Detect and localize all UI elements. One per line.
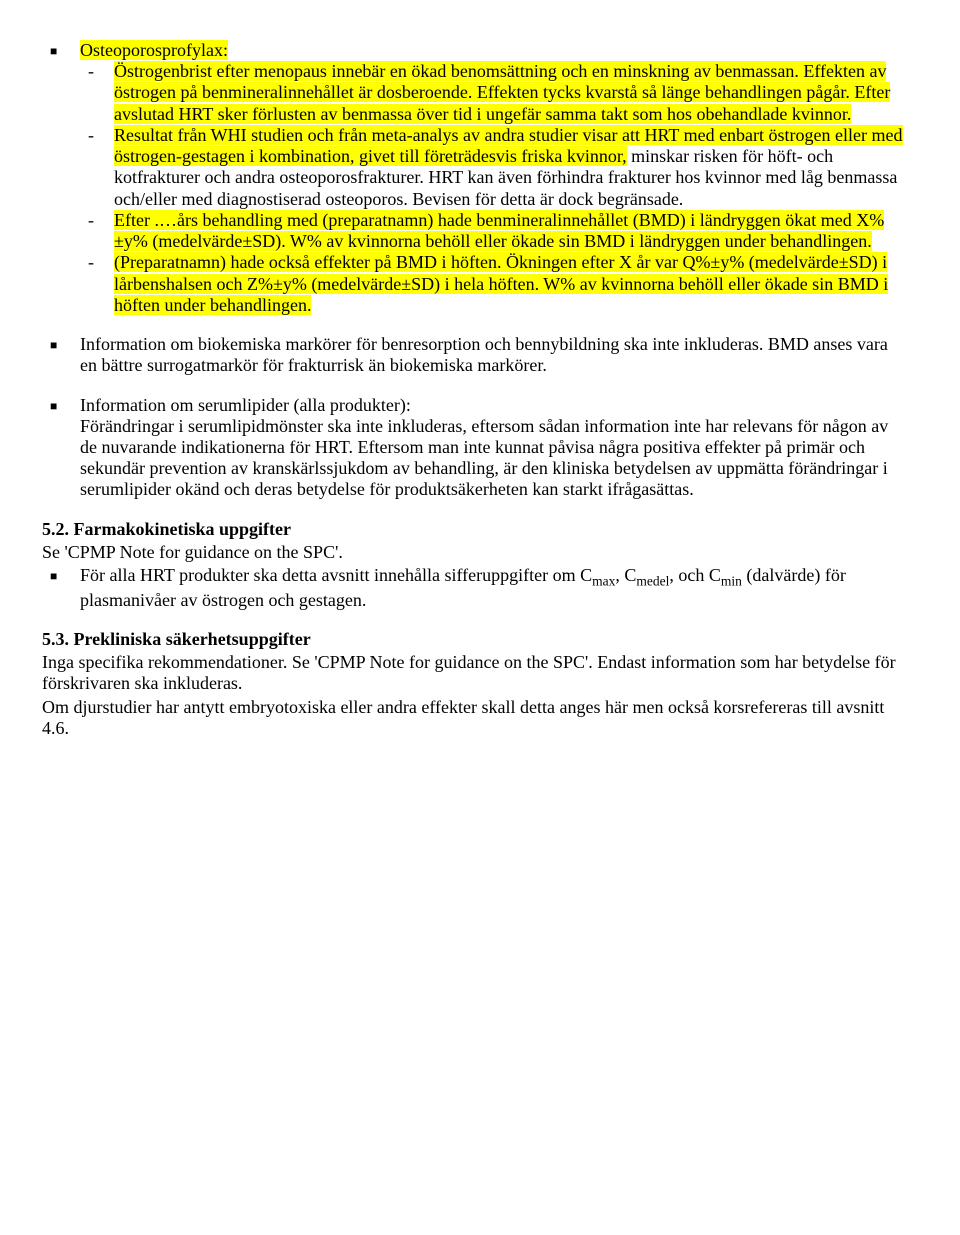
s52-mid1: , C — [615, 565, 636, 585]
sub-item-0: Östrogenbrist efter menopaus innebär en … — [80, 61, 904, 125]
sub-text: Efter .…års behandling med (preparatnamn… — [114, 210, 884, 251]
section-52-list: För alla HRT produkter ska detta avsnitt… — [42, 565, 904, 611]
sub-list: Östrogenbrist efter menopaus innebär en … — [80, 61, 904, 316]
section-52-bullet: För alla HRT produkter ska detta avsnitt… — [42, 565, 904, 611]
section-52-title: 5.2. Farmakokinetiska uppgifter — [42, 519, 904, 540]
bullet-osteoporosis: Osteoporosprofylax: Östrogenbrist efter … — [42, 40, 904, 316]
top-bullet-list: Osteoporosprofylax: Östrogenbrist efter … — [42, 40, 904, 501]
section-52-intro: Se 'CPMP Note for guidance on the SPC'. — [42, 542, 904, 563]
section-53-p1: Inga specifika rekommendationer. Se 'CPM… — [42, 652, 904, 694]
bullet-body: Förändringar i serumlipidmönster ska int… — [80, 416, 888, 500]
s52-pre: För alla HRT produkter ska detta avsnitt… — [80, 565, 592, 585]
sub-text: (Preparatnamn) hade också effekter på BM… — [114, 252, 888, 314]
bullet-text: Information om biokemiska markörer för b… — [80, 334, 888, 375]
section-53-title: 5.3. Prekliniska säkerhetsuppgifter — [42, 629, 904, 650]
sub-item-2: Efter .…års behandling med (preparatnamn… — [80, 210, 904, 252]
s52-mid2: , och C — [669, 565, 721, 585]
sub-text: Östrogenbrist efter menopaus innebär en … — [114, 61, 890, 123]
s52-sub2: medel — [636, 574, 669, 589]
s52-sub3: min — [721, 574, 742, 589]
sub-item-3: (Preparatnamn) hade också effekter på BM… — [80, 252, 904, 316]
section-53-p2: Om djurstudier har antytt embryotoxiska … — [42, 697, 904, 739]
bullet-biomarkers: Information om biokemiska markörer för b… — [42, 334, 904, 376]
bullet-lead: Information om serumlipider (alla produk… — [80, 395, 411, 415]
sub-item-1: Resultat från WHI studien och från meta-… — [80, 125, 904, 210]
bullet-serum-lipids: Information om serumlipider (alla produk… — [42, 395, 904, 501]
bullet-lead: Osteoporosprofylax: — [80, 40, 228, 60]
s52-sub1: max — [592, 574, 615, 589]
